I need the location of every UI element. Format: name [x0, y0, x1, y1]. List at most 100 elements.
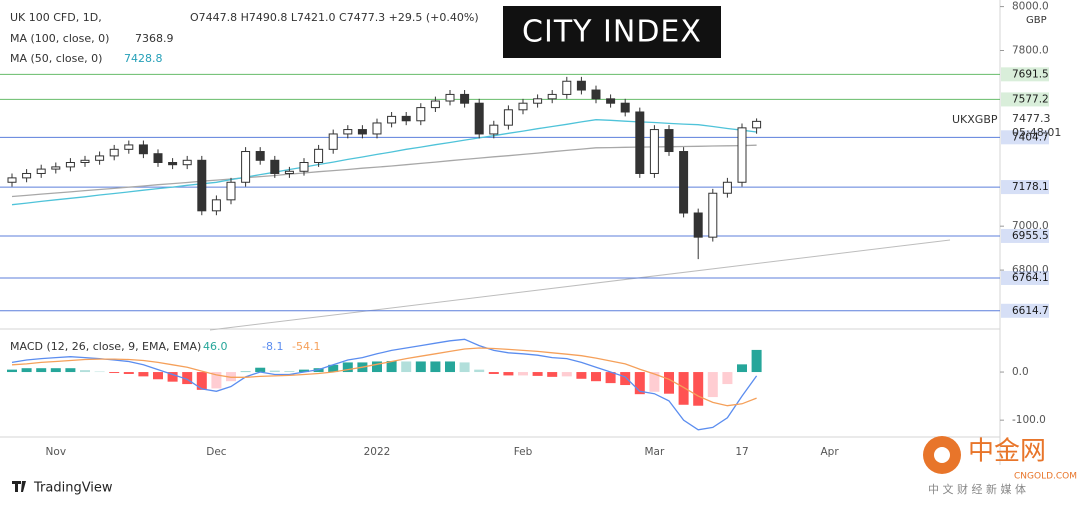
histogram-bar	[21, 368, 32, 373]
candle-body	[649, 129, 659, 174]
line	[11, 144, 757, 198]
logo-box	[503, 6, 721, 58]
brand: TradingView	[33, 481, 113, 496]
histogram-bar	[547, 372, 558, 377]
histogram-bar	[50, 368, 61, 373]
histogram-bar	[342, 362, 353, 373]
level-label: 6764.1	[1012, 272, 1049, 284]
candle-body	[357, 129, 367, 135]
level-label-box	[1001, 270, 1049, 285]
histogram-bar	[167, 372, 178, 382]
y-tick-label: 8000.0	[1012, 1, 1049, 13]
ticker: UKXGBP	[952, 113, 998, 126]
candle-body	[664, 129, 674, 153]
candle-body	[270, 159, 280, 174]
candle-body	[635, 111, 645, 174]
candle-body	[737, 127, 747, 183]
candle-body	[547, 93, 557, 100]
candle-body	[562, 80, 572, 95]
level-label-box	[1001, 180, 1049, 195]
candle-body	[474, 102, 484, 135]
histogram-bar	[211, 372, 222, 389]
candle-body	[197, 159, 207, 212]
candle-body	[153, 153, 163, 164]
histogram-bar	[65, 368, 76, 373]
histogram-bar	[372, 361, 382, 373]
line	[11, 119, 757, 206]
candle-body	[752, 120, 762, 129]
x-tick-label: Mar	[644, 446, 664, 458]
histogram-bar	[737, 364, 747, 373]
histogram-bar	[693, 372, 704, 406]
candle-body	[533, 98, 543, 104]
histogram-bar	[503, 372, 514, 376]
watermark-sub: 中 文 财 经 新 媒 体	[928, 482, 1026, 496]
histogram-bar	[591, 372, 601, 382]
histogram-bar	[649, 372, 660, 392]
x-tick-label: 2022	[364, 446, 391, 458]
trend-line	[209, 239, 951, 331]
y-tick-label: 0.0	[1012, 366, 1029, 378]
candle-body	[226, 181, 236, 201]
candle-body	[489, 124, 499, 135]
x-tick-label: Feb	[514, 446, 533, 458]
histogram-bar	[561, 372, 572, 377]
ma100-label: MA (100, close, 0)	[10, 32, 109, 45]
level-label-box	[1001, 130, 1049, 145]
histogram-bar	[123, 372, 134, 374]
y-tick-label: -100.0	[1012, 414, 1046, 426]
ma100-value: 7368.9	[135, 32, 174, 45]
histogram-bar	[255, 367, 266, 373]
candle-body	[36, 168, 46, 174]
countdown: 05:48:01	[1012, 126, 1061, 139]
x-tick-label: Apr	[821, 446, 840, 458]
symbol: UK 100 CFD, 1D,	[10, 11, 102, 24]
histogram-bar	[605, 372, 616, 384]
histogram-bar	[678, 372, 689, 405]
candle-body	[182, 159, 192, 166]
x-tick-label: 17	[735, 446, 748, 458]
histogram-bar	[488, 372, 499, 374]
histogram-bar	[328, 364, 339, 373]
histogram-bar	[36, 368, 47, 373]
histogram-bar	[722, 372, 733, 385]
level-label: 7404.7	[1012, 131, 1049, 143]
histogram-bar	[474, 369, 485, 373]
level-label-box	[1001, 67, 1049, 82]
macd-value: 46.0	[203, 340, 228, 353]
candle-body	[518, 102, 528, 111]
histogram-bar	[401, 361, 412, 373]
histogram-bar	[269, 370, 280, 373]
candle-body	[299, 162, 309, 172]
candle-body	[284, 170, 294, 174]
histogram-bar	[138, 372, 149, 377]
candle-body	[168, 162, 178, 166]
histogram-bar	[664, 372, 674, 394]
candle-body	[606, 98, 616, 104]
histogram-bar	[459, 362, 470, 373]
histogram-bar	[445, 361, 455, 373]
histogram-bar	[707, 372, 718, 398]
candle-body	[138, 144, 148, 155]
line	[11, 338, 758, 431]
level-label: 7691.5	[1012, 68, 1049, 80]
candle-body	[314, 148, 324, 164]
histogram-bar	[751, 349, 762, 373]
watermark: 中金网	[968, 437, 1046, 467]
ohlc: O7447.8 H7490.8 L7421.0 C7477.3 +29.5 (+…	[190, 11, 479, 24]
ma50-value: 7428.8	[124, 52, 163, 65]
level-label-box	[1001, 92, 1049, 107]
macd-value: -54.1	[292, 340, 320, 353]
line	[11, 347, 757, 407]
level-label: 6955.5	[1012, 230, 1049, 242]
candle-body	[576, 80, 586, 91]
histogram-bar	[153, 372, 163, 380]
logo: CITY INDEX	[522, 15, 702, 50]
histogram-bar	[386, 360, 397, 373]
macd-value: -8.1	[262, 340, 283, 353]
level-label-box	[1001, 228, 1049, 243]
candle-body	[255, 151, 265, 161]
histogram-bar	[532, 372, 543, 376]
candle-body	[387, 115, 397, 124]
